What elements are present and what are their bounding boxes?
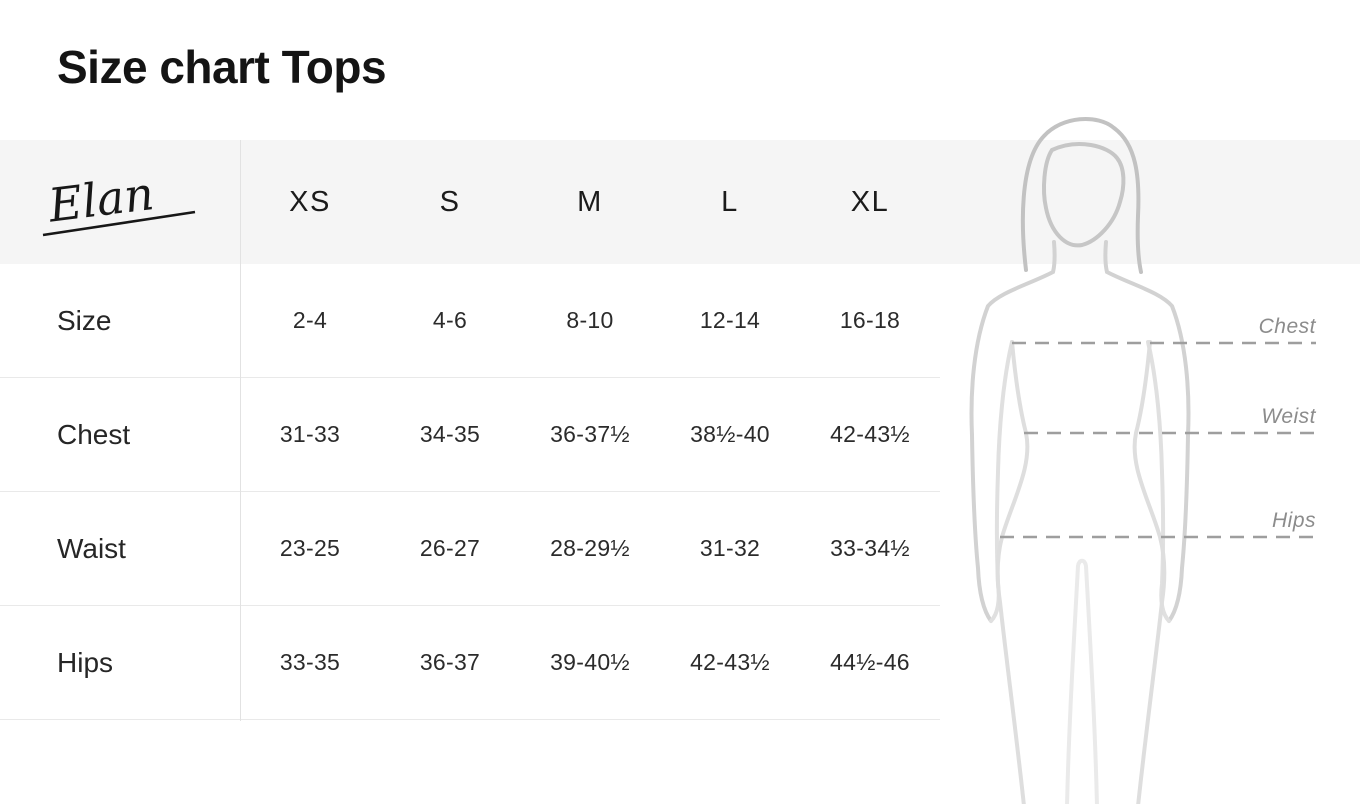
table-cell: 26-27: [380, 492, 520, 606]
figure-face-outline: [1042, 142, 1126, 248]
woman-silhouette-diagram: Chest Weist Hips: [969, 117, 1317, 804]
table-cell: 39-40½: [520, 606, 660, 720]
table-column-divider: [240, 140, 241, 721]
row-label-hips: Hips: [0, 606, 240, 720]
table-cell: 12-14: [660, 264, 800, 378]
figure-hair-outline: [1020, 117, 1143, 274]
row-label-size: Size: [0, 264, 240, 378]
size-table: Elan XS S M L XL Size 2-4 4-6 8-10 12-14…: [0, 140, 940, 720]
table-cell: 16-18: [800, 264, 940, 378]
table-cell: 34-35: [380, 378, 520, 492]
waist-measure-label: Weist: [1261, 405, 1316, 428]
figure-right-arm-outline: [1103, 240, 1191, 623]
table-cell: 36-37: [380, 606, 520, 720]
table-cell: 36-37½: [520, 378, 660, 492]
figure-left-arm-outline: [969, 240, 1057, 623]
row-label-waist: Waist: [0, 492, 240, 606]
table-cell: 33-34½: [800, 492, 940, 606]
figure-right-torso-outline: [1132, 340, 1167, 804]
table-cell: 2-4: [240, 264, 380, 378]
table-cell: 4-6: [380, 264, 520, 378]
page-title: Size chart Tops: [57, 41, 387, 93]
table-cell: 31-32: [660, 492, 800, 606]
figure-inner-legs-outline: [1065, 558, 1099, 804]
row-label-chest: Chest: [0, 378, 240, 492]
column-header-m: M: [577, 185, 603, 218]
column-header-s: S: [439, 185, 461, 218]
chest-measure-label: Chest: [1259, 315, 1317, 338]
brand-logo: Elan: [0, 140, 240, 264]
table-cell: 44½-46: [800, 606, 940, 720]
column-header-l: L: [721, 185, 739, 218]
column-header-xl: XL: [850, 185, 890, 218]
table-cell: 31-33: [240, 378, 380, 492]
brand-logo-text: Elan: [45, 166, 157, 233]
brand-logo-signature: Elan: [42, 166, 196, 237]
table-cell: 28-29½: [520, 492, 660, 606]
table-cell: 42-43½: [800, 378, 940, 492]
table-cell: 33-35: [240, 606, 380, 720]
brand-logo-underline: [42, 210, 196, 237]
table-cell: 8-10: [520, 264, 660, 378]
measurement-figure: Chest Weist Hips: [940, 100, 1360, 804]
figure-left-torso-outline: [995, 340, 1030, 804]
figure-left-hand-outline: [989, 340, 1014, 623]
table-cell: 23-25: [240, 492, 380, 606]
table-cell: 38½-40: [660, 378, 800, 492]
hips-measure-label: Hips: [1272, 509, 1316, 532]
column-header-xs: XS: [289, 185, 331, 218]
table-cell: 42-43½: [660, 606, 800, 720]
